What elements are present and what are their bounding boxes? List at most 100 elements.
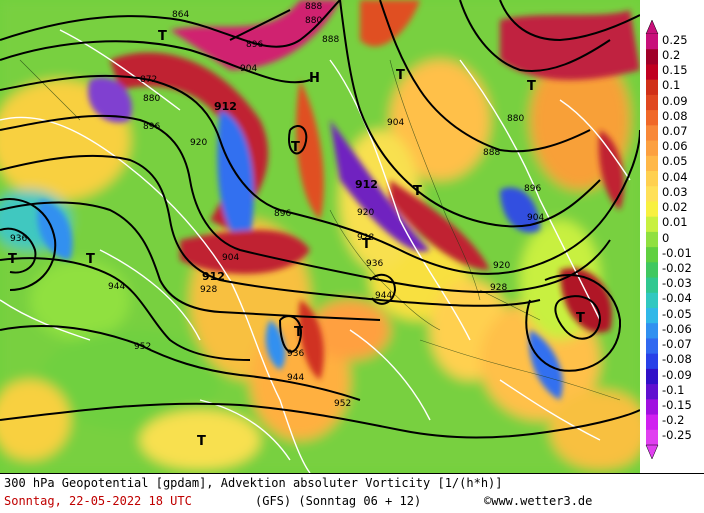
legend-label: 0.09 [662, 93, 688, 108]
low-center-symbol: T [362, 237, 371, 252]
legend-label: -0.06 [662, 321, 692, 336]
legend-swatch [646, 171, 658, 187]
low-center-symbol: T [86, 252, 95, 267]
legend-label: 0.05 [662, 154, 688, 169]
low-center-symbol: T [8, 252, 17, 267]
legend-swatch [646, 429, 658, 446]
legend-swatch [646, 201, 658, 218]
legend-label: 0.08 [662, 108, 688, 123]
legend-swatch [646, 323, 658, 339]
contour-label: 880 [305, 16, 322, 26]
contour-label: 944 [287, 373, 304, 383]
legend-label: -0.25 [662, 428, 692, 443]
legend-label: 0.04 [662, 169, 688, 184]
forecast-date: Sonntag, 22-05-2022 18 UTC [4, 494, 192, 508]
legend-swatch [646, 308, 658, 324]
legend-label: -0.15 [662, 397, 692, 412]
legend-swatch [646, 155, 658, 172]
legend-swatch [646, 140, 658, 157]
footer: 300 hPa Geopotential [gpdam], Advektion … [0, 473, 704, 513]
copyright: ©www.wetter3.de [484, 494, 593, 508]
legend-label: 0.1 [662, 78, 681, 93]
geopotential-contours [0, 0, 640, 439]
legend-label: -0.02 [662, 260, 692, 275]
contour-label: 896 [246, 40, 263, 50]
legend-label: -0.2 [662, 413, 685, 428]
contour-label: 896 [143, 122, 160, 132]
contour-label: 936 [287, 349, 304, 359]
legend-label: -0.05 [662, 306, 692, 321]
contour-label: 864 [172, 10, 189, 20]
contour-label: 936 [10, 234, 27, 244]
legend-label: -0.1 [662, 382, 685, 397]
legend-swatch [646, 399, 658, 416]
legend-label: -0.04 [662, 291, 692, 306]
legend-label: 0.2 [662, 47, 681, 62]
contour-labels: 864 872 880 888 896 904 912 920 928 936 … [10, 2, 544, 409]
contour-label: 880 [507, 114, 524, 124]
contour-label: 936 [366, 259, 383, 269]
legend-label: -0.03 [662, 276, 692, 291]
contour-label: 912 [214, 100, 237, 113]
legend-label: -0.08 [662, 352, 692, 367]
legend-swatch [646, 94, 658, 111]
low-center-symbol: T [396, 68, 405, 83]
legend-label: -0.09 [662, 367, 692, 382]
contour-label: 928 [200, 285, 217, 295]
legend-swatch [646, 64, 658, 81]
weather-map: T H T T T T T T T T T T 864 872 880 888 … [0, 0, 640, 473]
legend-swatch [646, 49, 658, 65]
contour-label: 912 [202, 270, 225, 283]
model-run: (GFS) (Sonntag 06 + 12) [255, 494, 422, 508]
legend-label: 0.15 [662, 63, 688, 78]
legend-swatch [646, 277, 658, 294]
legend-swatch [646, 292, 658, 309]
contour-label: 888 [483, 148, 500, 158]
contour-label: 896 [524, 184, 541, 194]
legend-swatch [646, 414, 658, 431]
legend-swatch [646, 125, 658, 142]
legend-swatch [646, 262, 658, 279]
legend-arrow-top [645, 19, 659, 35]
low-center-symbol: T [576, 311, 585, 326]
contour-label: 928 [357, 233, 374, 243]
contour-label: 888 [305, 2, 322, 12]
map-canvas: T H T T T T T T T T T T 864 872 880 888 … [0, 0, 640, 473]
low-center-symbol: T [527, 79, 536, 94]
legend-label: 0 [662, 230, 670, 245]
contour-label: 904 [527, 213, 544, 223]
legend-label: 0.07 [662, 123, 688, 138]
legend-swatch [646, 110, 658, 126]
legend-label: -0.01 [662, 245, 692, 260]
contour-label: 872 [140, 75, 157, 85]
color-scale-legend: 0.25 0.2 0.15 0.1 0.09 0.08 0.07 0.06 0.05 0.04 0.… [640, 0, 704, 473]
low-center-symbol: T [294, 325, 303, 340]
contour-label: 920 [190, 138, 207, 148]
low-center-symbol: T [158, 29, 167, 44]
contour-label: 928 [490, 283, 507, 293]
contour-label: 912 [355, 178, 378, 191]
low-center-symbol: T [413, 184, 422, 199]
contour-label: 904 [222, 253, 239, 263]
contour-label: 904 [240, 64, 257, 74]
legend-swatch [646, 186, 658, 202]
pressure-centers: T H T T T T T T T T T T [8, 29, 585, 449]
contour-label: 888 [322, 35, 339, 45]
contour-label: 920 [357, 208, 374, 218]
legend-label: -0.07 [662, 337, 692, 352]
legend-label: 0.06 [662, 139, 688, 154]
legend-swatch [646, 34, 658, 50]
contour-label: 880 [143, 94, 160, 104]
low-center-symbol: T [197, 434, 206, 449]
contour-label: 952 [134, 342, 151, 352]
map-title: 300 hPa Geopotential [gpdam], Advektion … [4, 476, 503, 490]
legend-label: 0.01 [662, 215, 688, 230]
legend-label: 0.25 [662, 32, 688, 47]
legend-swatch [646, 384, 658, 400]
legend-swatch [646, 368, 658, 385]
legend-swatch [646, 216, 658, 233]
legend-swatch [646, 231, 658, 248]
contour-label: 944 [108, 282, 125, 292]
vorticity-extremes [37, 0, 640, 400]
legend-label: 0.03 [662, 184, 688, 199]
